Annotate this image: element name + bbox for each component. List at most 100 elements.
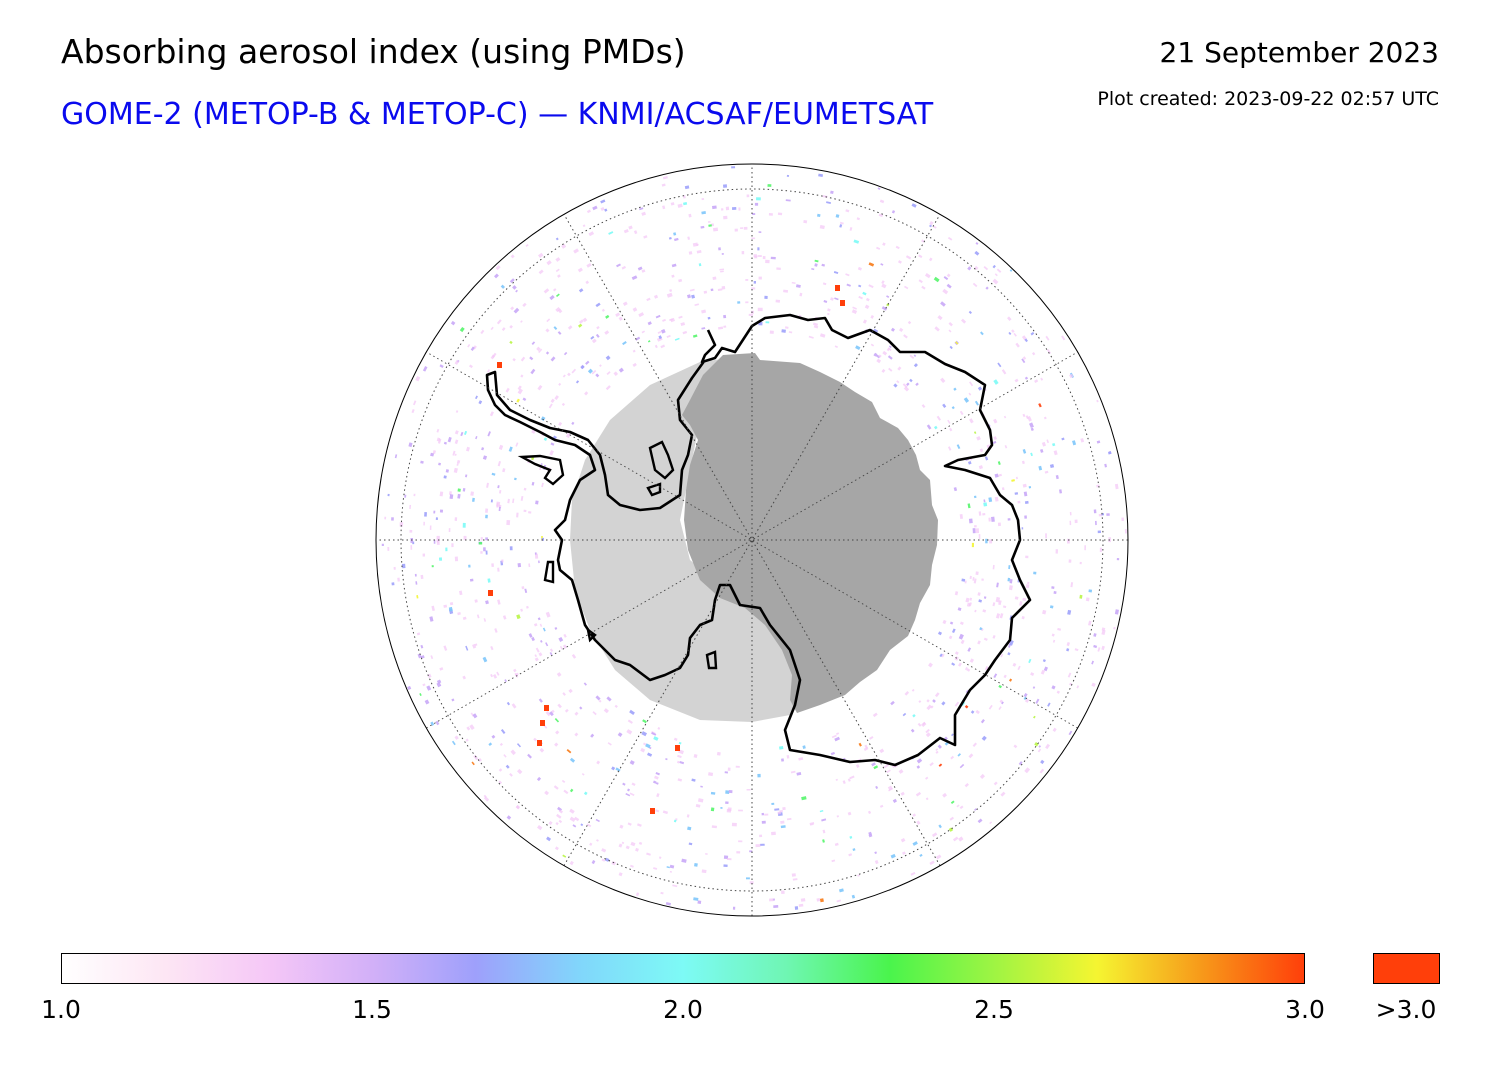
- aerosol-pixel: [848, 853, 853, 857]
- aerosol-pixel: [569, 808, 575, 814]
- aerosol-pixel-high: [840, 300, 845, 306]
- aerosol-pixel: [855, 345, 861, 351]
- aerosol-pixel: [966, 668, 971, 672]
- aerosol-pixel: [623, 229, 629, 234]
- aerosol-pixel: [902, 851, 906, 855]
- aerosol-pixel: [1023, 696, 1027, 700]
- aerosol-pixel: [481, 447, 485, 451]
- aerosol-pixel: [977, 640, 981, 645]
- aerosol-pixel: [672, 884, 678, 888]
- aerosol-pixel: [625, 792, 631, 797]
- aerosol-pixel: [939, 653, 943, 658]
- aerosol-pixel: [809, 822, 815, 825]
- aerosol-pixel: [949, 816, 954, 821]
- aerosol-pixel: [462, 488, 466, 492]
- aerosol-pixel: [393, 566, 396, 570]
- aerosol-pixel: [503, 754, 507, 758]
- aerosol-pixel: [785, 199, 791, 202]
- aerosol-pixel: [1049, 463, 1055, 469]
- aerosol-pixel: [615, 767, 621, 772]
- aerosol-pixel: [509, 278, 515, 284]
- aerosol-pixel: [595, 333, 600, 338]
- aerosol-pixel: [469, 578, 474, 582]
- aerosol-pixel: [994, 473, 999, 478]
- aerosol-pixel: [1009, 579, 1013, 584]
- aerosol-pixel: [592, 205, 598, 211]
- aerosol-pixel: [882, 350, 888, 356]
- aerosol-pixel: [436, 428, 440, 433]
- aerosol-pixel: [451, 698, 455, 702]
- aerosol-pixel: [988, 517, 991, 522]
- aerosol-pixel: [833, 270, 839, 275]
- aerosol-pixel: [906, 382, 910, 386]
- aerosol-pixel: [764, 295, 768, 299]
- aerosol-pixel: [522, 397, 527, 402]
- aerosol-pixel: [847, 778, 851, 782]
- aerosol-pixel: [1080, 438, 1085, 443]
- aerosol-pixel: [701, 327, 706, 330]
- aerosol-pixel: [557, 703, 562, 709]
- aerosol-pixel: [448, 491, 452, 495]
- aerosol-pixel: [468, 364, 473, 369]
- aerosol-pixel: [769, 898, 774, 902]
- aerosol-pixel: [635, 847, 639, 852]
- aerosol-pixel: [678, 315, 683, 319]
- aerosol-pixel: [445, 547, 448, 552]
- aerosol-pixel: [563, 633, 567, 638]
- aerosol-pixel: [886, 769, 891, 774]
- aerosol-pixel: [964, 580, 967, 584]
- aerosol-pixel: [942, 792, 947, 798]
- aerosol-pixel: [748, 313, 754, 316]
- aerosol-pixel: [701, 211, 706, 215]
- aerosol-pixel: [483, 618, 487, 622]
- aerosol-pixel: [1066, 642, 1070, 647]
- aerosol-pixel: [475, 435, 478, 440]
- aerosol-pixel: [499, 742, 503, 746]
- aerosol-pixel: [387, 546, 390, 551]
- aerosol-pixel: [849, 775, 855, 780]
- aerosol-pixel: [559, 645, 563, 650]
- aerosol-pixel: [416, 632, 421, 636]
- aerosol-pixel: [1009, 678, 1013, 682]
- aerosol-pixel: [802, 745, 806, 749]
- aerosol-pixel: [654, 775, 659, 780]
- aerosol-pixel: [838, 888, 844, 893]
- aerosol-pixel: [641, 731, 647, 737]
- aerosol-pixel: [780, 825, 786, 829]
- aerosol-pixel: [935, 750, 939, 754]
- aerosol-pixel: [632, 362, 637, 367]
- aerosol-pixel: [545, 611, 551, 618]
- aerosol-pixel: [830, 190, 834, 195]
- aerosol-pixel: [617, 732, 623, 738]
- aerosol-pixel: [1085, 597, 1090, 602]
- aerosol-pixel: [674, 337, 680, 341]
- aerosol-pixel: [839, 221, 844, 225]
- aerosol-pixel: [836, 732, 840, 735]
- aerosol-pixel: [601, 308, 605, 312]
- aerosol-pixel: [974, 265, 979, 271]
- aerosol-pixel: [555, 257, 561, 262]
- aerosol-pixel: [768, 213, 773, 216]
- aerosol-pixel: [691, 294, 696, 299]
- aerosol-pixel: [1015, 342, 1020, 348]
- aerosol-pixel: [546, 318, 551, 323]
- aerosol-pixel: [925, 728, 930, 734]
- aerosol-pixel: [680, 322, 686, 327]
- aerosol-pixel: [888, 367, 893, 372]
- aerosol-pixel: [586, 263, 592, 268]
- aerosol-pixel: [997, 362, 1002, 368]
- aerosol-pixel: [989, 821, 993, 825]
- aerosol-pixel: [819, 898, 824, 903]
- aerosol-pixel: [1013, 744, 1018, 749]
- aerosol-pixel: [575, 380, 580, 384]
- aerosol-pixel: [738, 840, 743, 843]
- aerosol-pixel: [795, 284, 801, 288]
- ice-shelf-island-5: [586, 627, 597, 643]
- aerosol-pixel: [995, 613, 1001, 619]
- aerosol-pixel: [662, 810, 669, 815]
- aerosol-pixel: [637, 266, 643, 271]
- aerosol-pixel: [830, 297, 834, 301]
- aerosol-pixel: [430, 655, 434, 660]
- aerosol-pixel: [423, 521, 425, 526]
- aerosol-pixel: [509, 546, 513, 551]
